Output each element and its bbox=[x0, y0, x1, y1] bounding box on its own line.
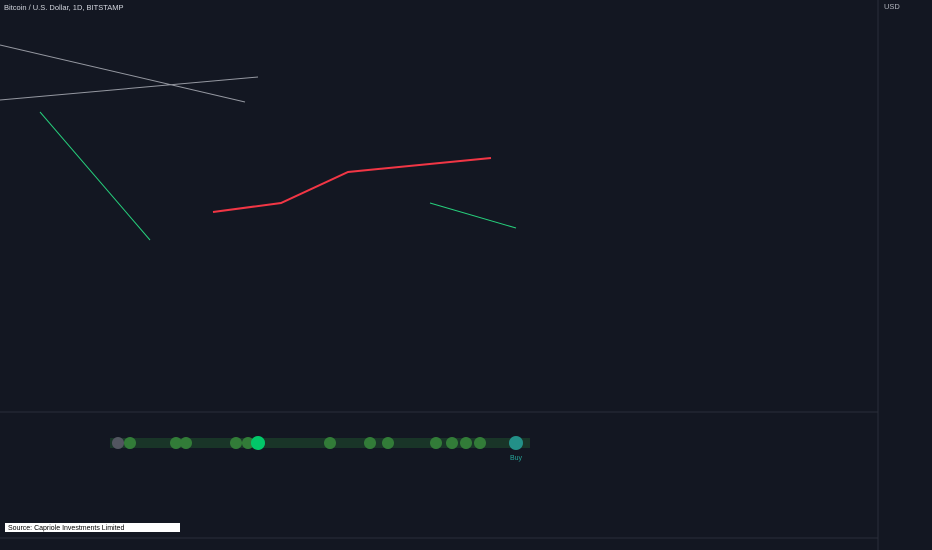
signal-band bbox=[110, 438, 530, 448]
signal-dot bbox=[446, 437, 458, 449]
signal-dot bbox=[230, 437, 242, 449]
signal-label: Buy bbox=[510, 455, 523, 462]
signal-dot bbox=[474, 437, 486, 449]
signal-dot bbox=[324, 437, 336, 449]
signal-dots bbox=[110, 436, 530, 450]
bull-divergence bbox=[39, 111, 151, 241]
signal-dot bbox=[460, 437, 472, 449]
currency: USD bbox=[884, 2, 900, 11]
trend-line bbox=[0, 76, 259, 101]
drawings bbox=[0, 44, 517, 241]
signal-dot bbox=[509, 436, 523, 450]
signal-dot bbox=[112, 437, 124, 449]
chart-title: Bitcoin / U.S. Dollar, 1D, BITSTAMP bbox=[4, 3, 123, 12]
signal-dot bbox=[180, 437, 192, 449]
source-box bbox=[5, 523, 180, 532]
signal-dot bbox=[364, 437, 376, 449]
bear-divergence bbox=[212, 157, 492, 213]
signal-dot bbox=[242, 437, 254, 449]
signal-dot bbox=[170, 437, 182, 449]
signal-dot bbox=[382, 437, 394, 449]
price-axis bbox=[878, 0, 932, 550]
signal-dot bbox=[124, 437, 136, 449]
signal-dot bbox=[251, 436, 265, 450]
source: Source: Capriole Investments Limited bbox=[8, 525, 124, 532]
trend-line bbox=[0, 44, 246, 103]
bull-divergence bbox=[429, 202, 517, 229]
signal-dot bbox=[430, 437, 442, 449]
